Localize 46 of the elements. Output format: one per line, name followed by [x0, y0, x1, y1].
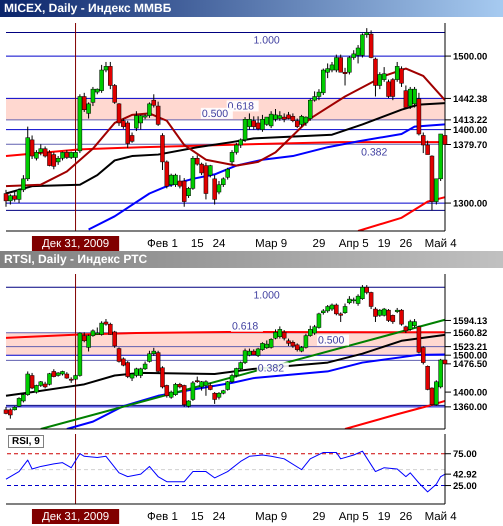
chart-title: RTSI, Daily - Индекс РТС	[0, 251, 503, 268]
x-tick-label: Дек 31, 2009	[42, 238, 110, 250]
annotation: 0.382	[361, 146, 388, 158]
x-tick-label: Апр 5	[338, 511, 369, 523]
x-tick-label: Апр 5	[338, 238, 369, 250]
y-tick-label: 1400.00	[453, 124, 488, 136]
y-tick-label: 1500.00	[453, 51, 488, 62]
y-tick-label: 1523.21	[453, 342, 488, 353]
annotation: 0.500	[202, 108, 228, 120]
x-tick-label: 29	[312, 238, 326, 250]
y-tick-label: 1400.00	[453, 387, 488, 398]
y-tick-label: 1360.00	[453, 402, 488, 414]
y-tick-label: 75.00	[453, 449, 477, 460]
chart-title: MICEX, Daily - Индекс ММВБ	[0, 0, 503, 17]
chart-title: RSI, 9	[8, 435, 44, 448]
y-tick-label: 1560.82	[453, 328, 488, 340]
x-tick-label: Дек 31, 2009	[42, 511, 110, 523]
y-tick-label: 1442.38	[453, 94, 488, 105]
annotation: 0.382	[258, 362, 284, 374]
x-tick-label: 29	[312, 511, 326, 523]
y-tick-label: 25.00	[453, 480, 477, 492]
y-tick-label: 1413.22	[453, 115, 488, 126]
x-tick-label: 26	[399, 238, 412, 250]
x-tick-label: 26	[399, 511, 412, 523]
x-tick-label: 24	[212, 511, 226, 523]
y-tick-label: 42.92	[453, 470, 477, 481]
x-tick-label: Май 4	[424, 238, 458, 250]
y-tick-label: 1300.00	[453, 198, 488, 210]
x-tick-label: Мар 9	[255, 511, 288, 523]
y-tick-label: 1379.70	[453, 140, 488, 151]
x-tick-label: 24	[212, 238, 226, 250]
annotation: 0.618	[228, 100, 254, 112]
x-tick-label: 19	[378, 238, 391, 250]
y-tick-label: 1594.13	[453, 316, 488, 327]
y-tick-label: 1476.50	[453, 359, 488, 370]
annotation: 0.500	[318, 334, 344, 347]
x-tick-label: 19	[378, 511, 391, 523]
x-tick-label: Фев 1	[147, 238, 178, 250]
x-tick-label: 15	[190, 238, 204, 250]
x-tick-label: 15	[190, 511, 204, 523]
x-tick-label: Мар 9	[255, 238, 288, 250]
annotation: 0.618	[232, 320, 258, 333]
annotation: 1.000	[253, 289, 280, 302]
annotation: 1.000	[253, 34, 280, 47]
x-tick-label: Фев 1	[147, 511, 178, 523]
x-tick-label: Май 4	[424, 511, 458, 523]
